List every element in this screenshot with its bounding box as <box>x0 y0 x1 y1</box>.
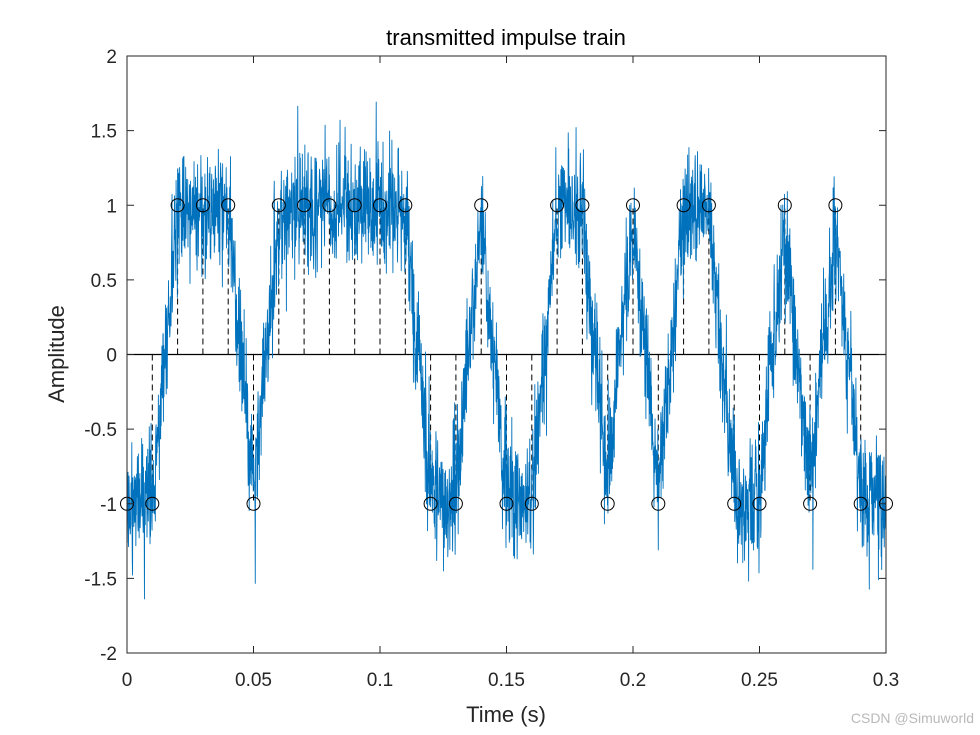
y-tick-label: -1.5 <box>84 569 117 590</box>
y-tick-label: -1 <box>100 495 117 516</box>
x-tick-label: 0.05 <box>235 670 272 691</box>
y-tick-label: 2 <box>106 47 117 68</box>
x-tick-label: 0.1 <box>367 670 393 691</box>
x-tick-label: 0 <box>122 670 133 691</box>
x-tick-label: 0.3 <box>873 670 899 691</box>
y-tick-label: -0.5 <box>84 420 117 441</box>
x-tick-label: 0.25 <box>741 670 778 691</box>
x-tick-label: 0.15 <box>488 670 525 691</box>
y-tick-label: 1 <box>106 196 117 217</box>
x-tick-label: 0.2 <box>620 670 646 691</box>
x-axis-label: Time (s) <box>466 702 546 727</box>
y-tick-label: -2 <box>100 644 117 665</box>
y-tick-label: 0.5 <box>91 271 117 292</box>
chart-title: transmitted impulse train <box>386 25 626 50</box>
y-axis-label: Amplitude <box>44 305 69 403</box>
y-tick-label: 0 <box>106 346 117 367</box>
y-tick-label: 1.5 <box>91 122 117 143</box>
watermark: CSDN @Simuworld <box>851 710 974 726</box>
